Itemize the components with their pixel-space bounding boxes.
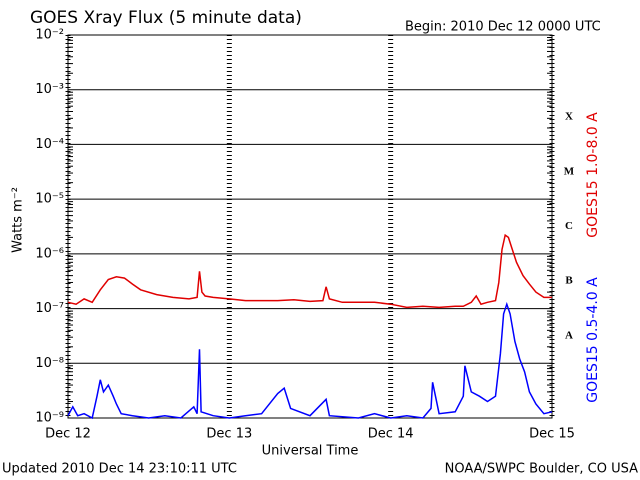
y-tick-label: 10⁻⁷: [35, 301, 64, 316]
footer-left: Updated 2010 Dec 14 23:10:11 UTC: [2, 462, 237, 477]
series-line: [67, 301, 553, 420]
legend-entry: GOES15 0.5-4.0 A: [585, 277, 601, 403]
flare-class: C: [565, 220, 573, 232]
x-tick-label: Dec 15: [529, 427, 575, 442]
flare-class: M: [564, 165, 575, 177]
y-axis-label: Watts m⁻²: [11, 187, 26, 253]
legend-entry: GOES15 1.0-8.0 A: [585, 112, 601, 238]
series-line: [67, 233, 552, 309]
flare-class: X: [565, 111, 573, 123]
y-tick-label: 10⁻²: [35, 28, 64, 43]
x-tick-label: Dec 12: [45, 427, 91, 442]
x-tick-label: Dec 13: [206, 427, 252, 442]
footer-right: NOAA/SWPC Boulder, CO USA: [445, 462, 638, 477]
y-tick-label: 10⁻⁶: [35, 246, 64, 261]
y-tick-label: 10⁻⁹: [35, 411, 64, 426]
flare-class: A: [565, 329, 573, 341]
plot-frame: [67, 34, 553, 419]
y-tick-label: 10⁻⁵: [35, 192, 64, 207]
chart-subtitle: Begin: 2010 Dec 12 0000 UTC: [405, 20, 601, 35]
chart-title: GOES Xray Flux (5 minute data): [30, 8, 302, 28]
y-tick-label: 10⁻⁸: [35, 356, 64, 371]
flare-class: B: [565, 275, 573, 287]
y-tick-label: 10⁻⁴: [35, 137, 64, 152]
x-axis-label: Universal Time: [262, 444, 359, 459]
x-tick-label: Dec 14: [368, 427, 414, 442]
y-tick-label: 10⁻³: [35, 82, 64, 97]
